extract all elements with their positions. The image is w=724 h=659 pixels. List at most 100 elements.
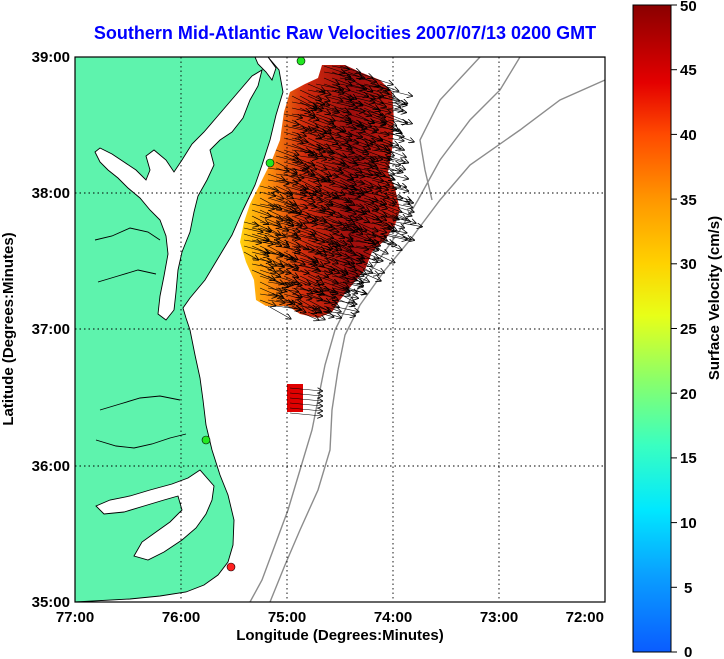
velocity-arrow [283,185,307,192]
velocity-arrow [387,120,407,123]
velocity-arrow [291,203,307,208]
velocity-arrow [355,257,372,266]
velocity-arrow [355,143,370,149]
velocity-arrow [267,203,293,212]
velocity-arrow [307,215,327,222]
velocity-arrow [355,275,369,282]
velocity-arrow [267,270,283,273]
velocity-arrow [267,221,288,230]
velocity-arrow [315,150,334,153]
velocity-arrow [307,108,322,111]
velocity-arrow [299,257,315,263]
colorbar-tick-label: 50 [680,0,697,15]
velocity-arrow [323,65,345,73]
x-tick-label: 76:00 [162,609,200,626]
velocity-arrow [259,269,280,277]
velocity-arrow [291,215,308,223]
velocity-arrow [323,90,344,93]
velocity-arrow [307,287,323,294]
velocity-arrow [323,179,347,188]
velocity-arrow [379,101,400,107]
velocity-arrow [315,239,338,245]
velocity-arrow [307,113,333,123]
velocity-arrow [267,179,289,184]
river [97,269,157,283]
colorbar-tick-label: 5 [684,580,692,597]
velocity-arrow [387,185,408,191]
velocity-arrow [323,233,346,245]
velocity-arrow [379,137,398,145]
velocity-arrow [289,398,322,401]
velocity-arrow [339,215,354,224]
velocity-arrow [387,149,406,157]
velocity-arrow [355,215,369,222]
velocity-arrow [291,221,307,228]
velocity-arrow [347,83,366,89]
velocity-arrow [371,150,390,153]
velocity-arrow [395,209,412,216]
velocity-arrow [323,305,341,312]
velocity-arrow [291,131,306,136]
velocity-arrow [275,209,300,214]
velocity-arrow [379,162,400,165]
velocity-arrow [331,281,357,293]
velocity-arrow [371,197,386,204]
velocity-arrow [291,191,312,198]
velocity-arrow [283,269,298,277]
velocity-arrow [315,245,331,250]
velocity-arrow [347,119,363,126]
velocity-arrow [307,131,321,139]
velocity-arrow [363,126,378,130]
x-tick-label: 73:00 [480,609,518,626]
velocity-arrow [315,161,341,170]
velocity-arrow [347,180,364,184]
velocity-arrow [291,125,316,132]
velocity-arrow [243,240,261,243]
velocity-arrow [315,300,337,303]
colorbar-tick-label: 0 [684,644,692,659]
velocity-arrow [395,221,422,227]
velocity-arrow [363,89,383,96]
velocity-arrow [307,156,326,159]
y-axis-label: Latitude (Degrees:Minutes) [0,232,17,425]
velocity-arrow [315,131,333,138]
velocity-arrow [347,102,362,104]
velocity-arrow [283,167,309,172]
velocity-arrow [251,263,273,268]
velocity-arrow [347,89,368,96]
velocity-arrow [315,137,338,143]
y-tick-label: 37:00 [32,321,70,338]
velocity-arrow [251,239,273,244]
velocity-arrow [283,306,300,309]
x-tick-label: 72:00 [566,609,604,626]
velocity-arrow [355,137,375,142]
velocity-arrow [267,239,281,246]
velocity-arrow [363,174,378,176]
velocity-arrow [299,191,322,196]
velocity-arrow [323,209,342,217]
velocity-arrow [289,388,322,391]
colorbar-tick-label: 20 [680,386,697,403]
velocity-arrow [363,149,389,159]
station-marker-active [265,158,275,168]
velocity-arrow [289,413,322,416]
velocity-arrow [267,305,291,319]
velocity-arrow [267,227,280,235]
velocity-arrow [259,204,278,207]
velocity-arrow [387,215,410,222]
velocity-arrow [299,161,316,170]
velocity-arrow [323,311,341,318]
velocity-arrow [291,305,306,312]
velocity-arrow [339,65,360,72]
velocity-arrow [251,233,268,239]
velocity-arrow [259,294,277,296]
velocity-arrow [299,293,322,300]
velocity-arrow [315,257,329,263]
x-axis-label: Longitude (Degrees:Minutes) [236,627,444,644]
velocity-arrow [331,66,349,69]
velocity-arrow [379,173,395,180]
velocity-arrow [363,143,379,149]
velocity-arrow [275,197,298,208]
velocity-arrow [371,161,389,167]
velocity-arrow [307,90,325,93]
